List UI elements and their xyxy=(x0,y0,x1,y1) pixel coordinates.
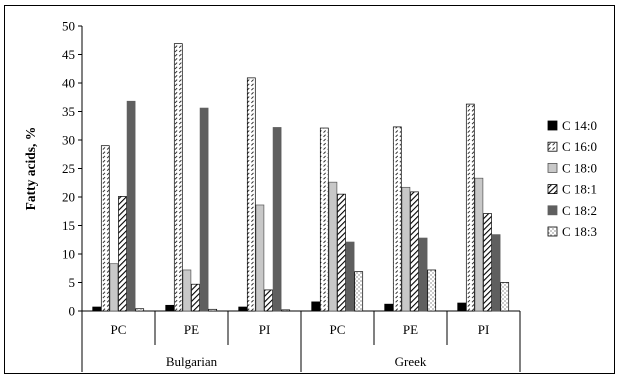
y-tick-label: 5 xyxy=(69,275,76,290)
bar-c-18-3-pc xyxy=(354,271,364,312)
bars-layer xyxy=(92,43,510,312)
legend-label: C 18:1 xyxy=(562,182,597,197)
x-category-label: PI xyxy=(259,322,271,337)
y-tick-label: 45 xyxy=(62,47,75,62)
bar-c-18-3-pe xyxy=(427,269,437,312)
bar-c-14-0-pi xyxy=(457,302,467,312)
bar-c-18-1-pc xyxy=(118,196,127,312)
bar-c-18-3-pi xyxy=(281,309,291,312)
bar-c-18-0-pi xyxy=(255,204,265,312)
bar-c-16-0-pi xyxy=(465,103,475,312)
bar-c-16-0-pc xyxy=(100,145,110,312)
bar-c-16-0-pe xyxy=(173,43,183,312)
bar-c-18-0-pc xyxy=(109,263,119,312)
x-group-label: Bulgarian xyxy=(166,354,218,369)
bar-c-18-1-pe xyxy=(191,283,200,312)
bar-c-18-1-pi xyxy=(264,289,273,312)
bar-c-16-0-pe xyxy=(392,126,402,312)
y-tick-label: 50 xyxy=(62,19,75,34)
bar-c-18-3-pc xyxy=(135,308,145,312)
bar-c-18-0-pe xyxy=(401,186,411,312)
bar-c-16-0-pc xyxy=(319,127,329,312)
axes-layer xyxy=(78,25,521,372)
labels-layer: 0 5 10 15 20 25 30 35 40 45 50 Fatty acids, % PC PE PI… xyxy=(23,19,489,370)
bar-c-18-0-pe xyxy=(182,269,192,312)
bar-c-18-0-pi xyxy=(474,177,484,312)
x-category-label: PC xyxy=(111,322,127,337)
bar-c-14-0-pe xyxy=(384,303,394,312)
legend-swatch xyxy=(547,162,558,173)
legend-label: C 18:2 xyxy=(562,203,597,218)
bar-c-18-2-pi xyxy=(491,234,501,312)
bar-c-18-2-pe xyxy=(418,237,428,312)
legend: C 14:0 C 16:0 C 18:0 C 18:1 C 18:2 C 18:3 xyxy=(547,118,597,239)
x-category-label: PC xyxy=(330,322,346,337)
y-tick-label: 20 xyxy=(62,190,75,205)
bar-c-14-0-pi xyxy=(238,306,248,312)
legend-swatch xyxy=(547,141,558,152)
bar-c-18-3-pi xyxy=(500,282,510,312)
legend-swatch xyxy=(547,226,558,237)
y-tick-label: 0 xyxy=(69,304,76,319)
y-tick-label: 35 xyxy=(62,104,75,119)
y-tick-label: 25 xyxy=(62,161,75,176)
bar-c-18-1-pe xyxy=(410,191,419,312)
legend-label: C 18:0 xyxy=(562,160,597,175)
bar-c-18-1-pc xyxy=(337,193,346,312)
x-group-label: Greek xyxy=(395,354,427,369)
bar-c-18-2-pc xyxy=(126,100,136,312)
y-tick-label: 40 xyxy=(62,76,75,91)
x-category-label: PE xyxy=(403,322,418,337)
bar-c-14-0-pc xyxy=(311,301,321,312)
y-tick-label: 15 xyxy=(62,218,75,233)
bar-c-18-3-pe xyxy=(208,308,218,312)
bar-c-16-0-pi xyxy=(246,77,256,312)
bar-c-14-0-pc xyxy=(92,306,102,312)
bar-c-18-2-pc xyxy=(345,241,355,312)
y-tick-label: 10 xyxy=(62,247,75,262)
bar-c-18-2-pe xyxy=(199,107,209,312)
x-category-label: PI xyxy=(478,322,490,337)
bar-c-18-2-pi xyxy=(272,127,282,312)
legend-swatch xyxy=(547,184,558,195)
bar-c-18-0-pc xyxy=(328,181,338,312)
legend-label: C 16:0 xyxy=(562,139,597,154)
legend-label: C 14:0 xyxy=(562,118,597,133)
legend-swatch xyxy=(547,120,558,131)
bar-c-14-0-pe xyxy=(165,304,175,312)
bar-c-18-1-pi xyxy=(483,213,492,312)
y-tick-label: 30 xyxy=(62,133,75,148)
legend-swatch xyxy=(547,205,558,216)
y-axis-title: Fatty acids, % xyxy=(23,127,38,211)
legend-label: C 18:3 xyxy=(562,224,597,239)
x-category-label: PE xyxy=(184,322,199,337)
